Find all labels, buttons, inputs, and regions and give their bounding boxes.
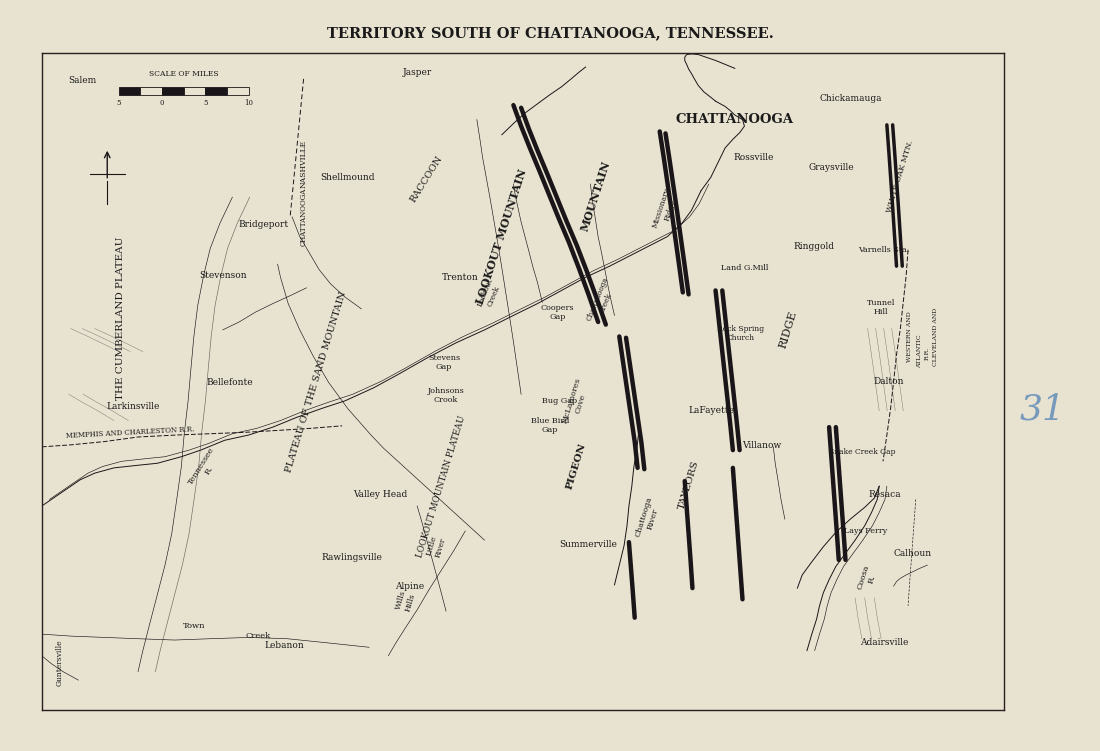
Text: Valley Head: Valley Head — [353, 490, 408, 499]
Text: Guntersville: Guntersville — [55, 639, 63, 686]
Text: Rossville: Rossville — [734, 153, 774, 162]
Text: Chickamauga: Chickamauga — [820, 94, 881, 103]
Bar — [184, 87, 206, 95]
Text: Shellmound: Shellmound — [320, 173, 375, 182]
Text: Graysville: Graysville — [808, 163, 854, 172]
Text: CHATTANOOGA: CHATTANOOGA — [675, 113, 794, 126]
Text: SCALE OF MILES: SCALE OF MILES — [148, 70, 219, 78]
Text: Johnsons
Crook: Johnsons Crook — [428, 387, 464, 404]
Text: Trenton: Trenton — [442, 273, 478, 282]
Text: WHITE OAK MTN.: WHITE OAK MTN. — [886, 139, 915, 213]
Text: Villanow: Villanow — [742, 441, 781, 450]
Text: Rock Spring
Church: Rock Spring Church — [717, 325, 764, 342]
Text: CHATTANOOGA: CHATTANOOGA — [299, 188, 308, 246]
Text: Summerville: Summerville — [560, 540, 617, 548]
Text: 0: 0 — [160, 99, 164, 107]
Text: Snake Creek Gap: Snake Creek Gap — [828, 448, 895, 456]
Text: 5: 5 — [204, 99, 208, 107]
Text: Lays Ferry: Lays Ferry — [844, 527, 888, 535]
Text: Tunnel
Hill: Tunnel Hill — [867, 299, 895, 316]
Text: Coosa
R.: Coosa R. — [856, 563, 880, 593]
Text: LaFayette: LaFayette — [689, 406, 735, 415]
Text: Creek: Creek — [245, 632, 271, 640]
Text: Jasper: Jasper — [403, 68, 432, 77]
Text: Blue Bird
Gap: Blue Bird Gap — [531, 418, 569, 434]
Text: Alpine: Alpine — [395, 582, 424, 590]
Text: McLamores
Cove: McLamores Cove — [561, 377, 591, 427]
Text: NASHVILLE: NASHVILLE — [299, 140, 308, 189]
Text: PIGEON: PIGEON — [564, 442, 587, 491]
Text: Chattooga
River: Chattooga River — [634, 495, 662, 541]
Text: TAYLORS: TAYLORS — [676, 460, 701, 511]
Text: Resaca: Resaca — [869, 490, 901, 499]
Text: 31: 31 — [1020, 392, 1066, 427]
Text: Tennessee
R.: Tennessee R. — [187, 445, 224, 490]
Text: RIDGE: RIDGE — [778, 310, 799, 350]
Text: Dalton: Dalton — [873, 377, 904, 385]
Text: THE CUMBERLAND PLATEAU: THE CUMBERLAND PLATEAU — [117, 237, 125, 400]
Text: Missionary
Ridge: Missionary Ridge — [651, 186, 680, 231]
Text: Town: Town — [183, 622, 205, 629]
Text: Chattanooga
Creek: Chattanooga Creek — [585, 276, 618, 326]
Text: 5: 5 — [117, 99, 121, 107]
Text: Land G.Mill: Land G.Mill — [720, 264, 768, 272]
Text: Adairsville: Adairsville — [860, 638, 909, 647]
Bar — [119, 87, 141, 95]
Text: MOUNTAIN: MOUNTAIN — [579, 159, 612, 233]
Text: Lebanon: Lebanon — [264, 641, 305, 650]
Text: Varnells Sta.: Varnells Sta. — [858, 246, 910, 254]
Bar — [227, 87, 249, 95]
Text: Wills
Hills: Wills Hills — [395, 590, 417, 614]
Text: R.R.: R.R. — [925, 347, 930, 360]
Text: Bug Gap: Bug Gap — [542, 397, 578, 405]
Bar — [206, 87, 227, 95]
Bar — [162, 87, 184, 95]
Text: Salem: Salem — [68, 76, 97, 85]
Text: Stevenson: Stevenson — [199, 272, 246, 280]
Text: Little
River: Little River — [426, 535, 448, 559]
Text: CLEVELAND AND: CLEVELAND AND — [933, 307, 937, 366]
Text: Ringgold: Ringgold — [793, 242, 834, 251]
Text: Bellefonte: Bellefonte — [206, 378, 253, 387]
Text: Stevens
Gap: Stevens Gap — [428, 354, 460, 371]
Text: WESTERN AND: WESTERN AND — [908, 311, 913, 362]
Text: ATLANTIC: ATLANTIC — [917, 335, 922, 369]
Text: MEMPHIS AND CHARLESTON R.R.: MEMPHIS AND CHARLESTON R.R. — [66, 425, 195, 440]
Text: 10: 10 — [244, 99, 253, 107]
Text: Bridgeport: Bridgeport — [238, 220, 288, 229]
Text: Lookout
Creek: Lookout Creek — [476, 277, 503, 312]
Text: TERRITORY SOUTH OF CHATTANOOGA, TENNESSEE.: TERRITORY SOUTH OF CHATTANOOGA, TENNESSE… — [327, 26, 773, 41]
Text: LOOKOUT MOUNTAIN: LOOKOUT MOUNTAIN — [475, 167, 529, 306]
Text: Larkinsville: Larkinsville — [107, 402, 160, 411]
Text: Coopers
Gap: Coopers Gap — [541, 303, 574, 321]
Text: Calhoun: Calhoun — [894, 549, 932, 558]
Text: Rawlingsville: Rawlingsville — [321, 553, 382, 562]
Text: RACCOON: RACCOON — [409, 154, 444, 204]
Text: LOOKOUT MOUNTAIN PLATEAU: LOOKOUT MOUNTAIN PLATEAU — [416, 415, 468, 558]
Bar — [141, 87, 162, 95]
Text: PLATEAU OF THE SAND MOUNTAIN: PLATEAU OF THE SAND MOUNTAIN — [284, 291, 348, 474]
